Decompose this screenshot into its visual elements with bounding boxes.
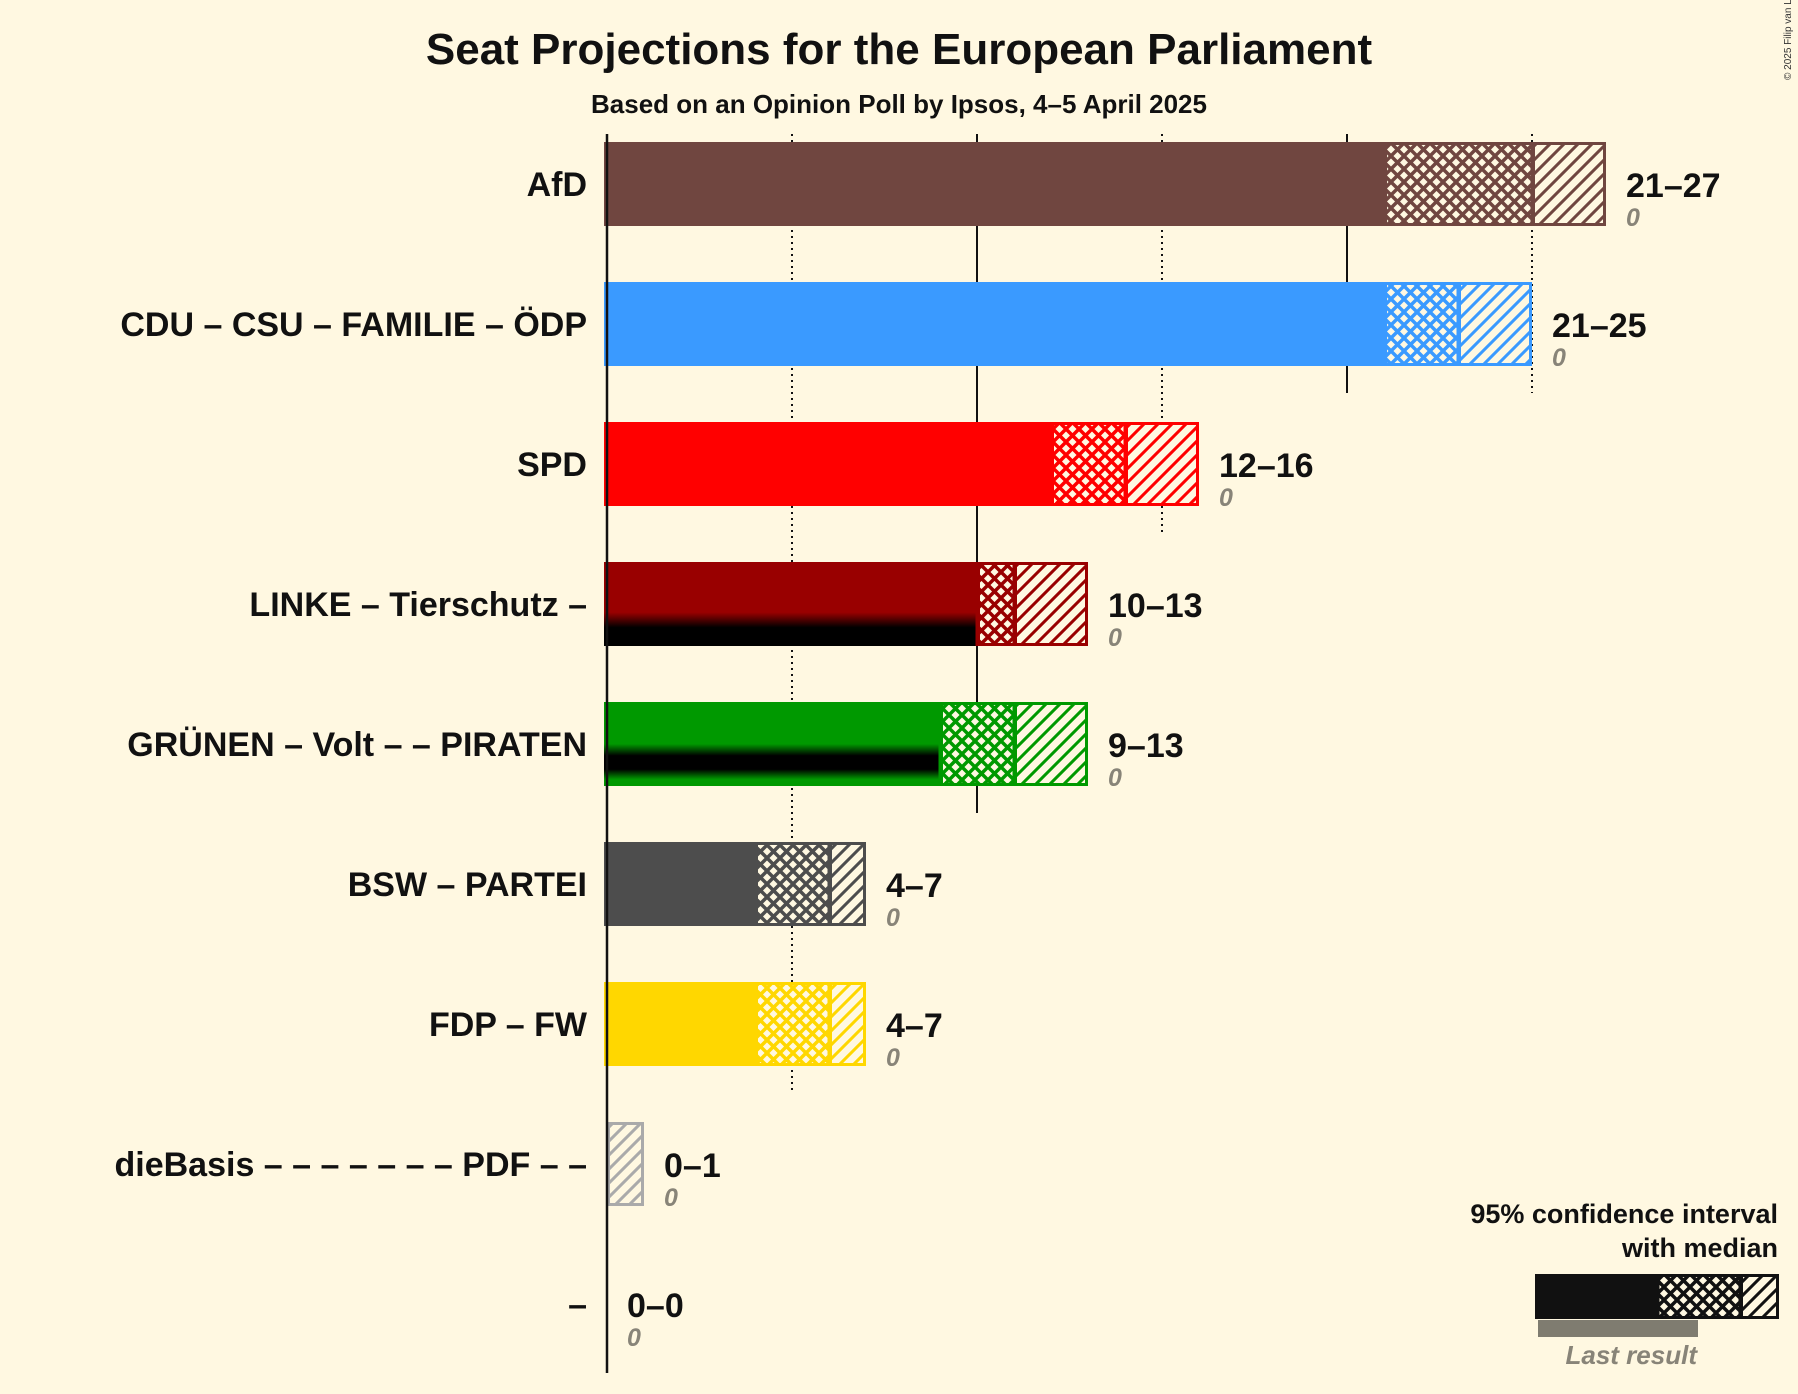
- party-row: [604, 282, 1532, 366]
- party-label: BSW – PARTEI: [348, 866, 587, 904]
- bar-ci-outline: [755, 982, 866, 1066]
- range-label: 4–7: [886, 1007, 943, 1045]
- bar-ci-upper: [607, 1122, 644, 1206]
- party-label: SPD: [517, 446, 587, 484]
- bar-ci-upper: [1014, 702, 1088, 786]
- bar-ci-outline: [607, 1122, 644, 1206]
- party-row: [604, 142, 1606, 226]
- bar-ci-outline: [940, 702, 1088, 786]
- chart-title: Seat Projections for the European Parlia…: [426, 25, 1373, 74]
- legend-last-result-label: Last result: [1566, 1340, 1699, 1370]
- bar-ci-lower: [1382, 282, 1460, 366]
- range-label: 21–27: [1626, 167, 1721, 205]
- last-result-label: 0: [1108, 624, 1122, 652]
- bar-solid: [604, 282, 1384, 366]
- party-row: [604, 702, 1088, 786]
- party-row: [604, 422, 1199, 506]
- bar-solid: [604, 842, 755, 926]
- legend-solid: [1535, 1274, 1658, 1319]
- party-row: [604, 982, 866, 1066]
- last-result-label: 0: [664, 1184, 678, 1212]
- legend-line-2: with median: [1621, 1233, 1778, 1263]
- legend-ci-lower: [1656, 1274, 1742, 1319]
- party-label: FDP – FW: [429, 1006, 588, 1044]
- bar-ci-lower: [938, 702, 1016, 786]
- bar-ci-upper: [1125, 422, 1199, 506]
- party-row: [604, 562, 1088, 646]
- party-label: LINKE – Tierschutz –: [249, 586, 587, 624]
- range-label: 0–1: [664, 1147, 721, 1185]
- range-label: 0–0: [627, 1287, 684, 1325]
- bar-ci-upper: [1014, 562, 1088, 646]
- range-label: 9–13: [1108, 727, 1184, 765]
- bar-ci-lower: [753, 982, 831, 1066]
- party-label: dieBasis – – – – – – – PDF – –: [115, 1146, 588, 1184]
- chart-subtitle: Based on an Opinion Poll by Ipsos, 4–5 A…: [591, 89, 1207, 119]
- bar-ci-upper: [1532, 142, 1606, 226]
- bar-ci-upper: [829, 842, 866, 926]
- last-result-label: 0: [1108, 764, 1122, 792]
- bar-ci-outline: [755, 842, 866, 926]
- party-label: –: [568, 1286, 587, 1324]
- copyright-note: © 2025 Filip van Laenen: [1783, 0, 1794, 80]
- last-result-label: 0: [1626, 204, 1640, 232]
- range-label: 10–13: [1108, 587, 1203, 625]
- bar-solid: [604, 562, 977, 646]
- party-label: CDU – CSU – FAMILIE – ÖDP: [120, 306, 587, 344]
- last-result-label: 0: [886, 1044, 900, 1072]
- bar-ci-lower: [1049, 422, 1127, 506]
- range-label: 4–7: [886, 867, 943, 905]
- bar-ci-lower: [753, 842, 831, 926]
- bar-ci-outline: [977, 562, 1088, 646]
- last-result-label: 0: [1219, 484, 1233, 512]
- last-result-label: 0: [886, 904, 900, 932]
- range-label: 21–25: [1552, 307, 1647, 345]
- party-label: AfD: [527, 166, 587, 204]
- bar-ci-upper: [829, 982, 866, 1066]
- last-result-label: 0: [627, 1324, 641, 1352]
- bars-layer: [604, 142, 1606, 1206]
- bar-solid: [604, 422, 1051, 506]
- legend-last-result-bar: [1538, 1320, 1698, 1337]
- bar-solid: [604, 702, 940, 786]
- legend: 95% confidence interval with median Last…: [1470, 1199, 1779, 1370]
- range-label: 12–16: [1219, 447, 1314, 485]
- bar-ci-outline: [1384, 142, 1606, 226]
- bar-ci-lower: [975, 562, 1016, 646]
- bar-ci-outline: [1051, 422, 1199, 506]
- bar-ci-upper: [1458, 282, 1532, 366]
- bar-solid: [604, 982, 755, 1066]
- legend-sample-bar: [1535, 1274, 1779, 1319]
- party-row: [604, 842, 866, 926]
- last-result-label: 0: [1552, 344, 1566, 372]
- bar-ci-lower: [1382, 142, 1534, 226]
- bar-solid: [604, 142, 1384, 226]
- legend-ci-upper: [1740, 1274, 1779, 1319]
- party-row: [607, 1122, 644, 1206]
- bar-ci-outline: [1384, 282, 1532, 366]
- party-label: GRÜNEN – Volt – – PIRATEN: [127, 726, 587, 764]
- legend-line-1: 95% confidence interval: [1470, 1199, 1778, 1229]
